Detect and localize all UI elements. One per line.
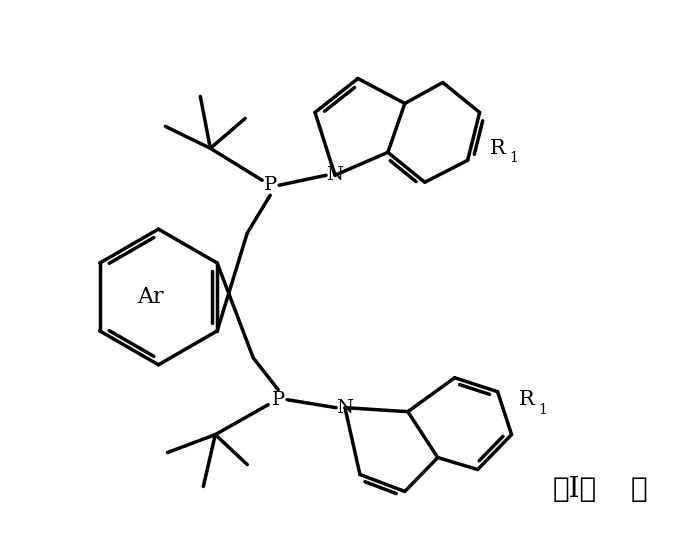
Text: N: N xyxy=(326,166,343,184)
Text: ；: ； xyxy=(631,476,647,503)
Text: 1: 1 xyxy=(538,403,547,417)
Text: P: P xyxy=(264,176,277,194)
Text: 1: 1 xyxy=(509,152,518,165)
Text: R: R xyxy=(490,139,505,158)
Text: P: P xyxy=(271,391,285,408)
Text: R: R xyxy=(519,390,534,409)
Text: N: N xyxy=(336,398,353,417)
Text: Ar: Ar xyxy=(137,286,164,308)
Text: （I）: （I） xyxy=(553,476,596,503)
